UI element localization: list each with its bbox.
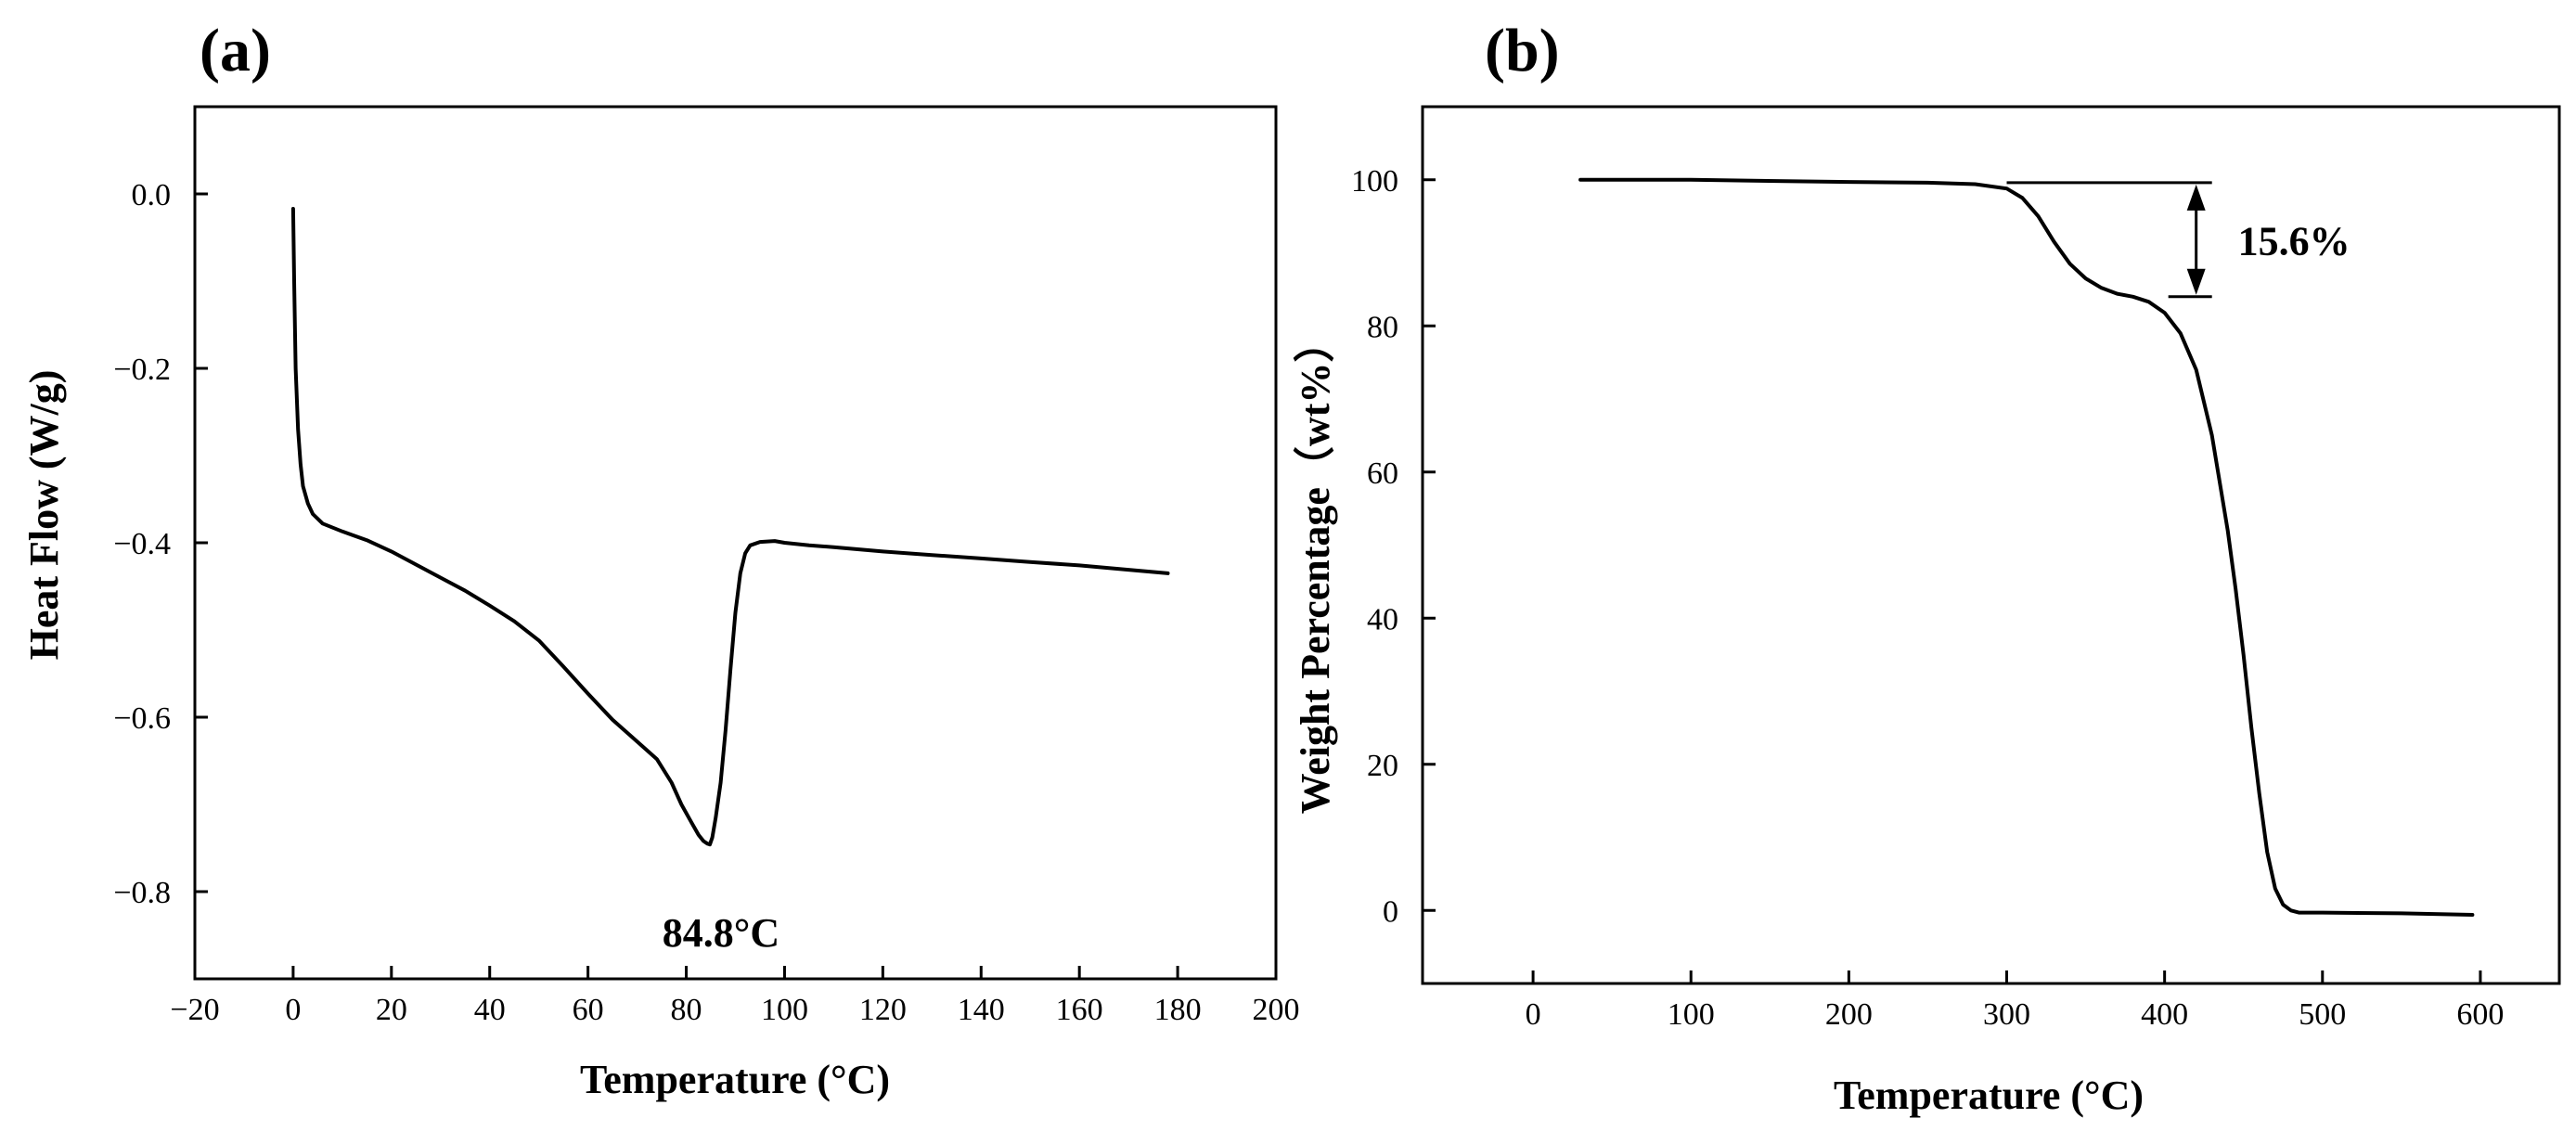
y-tick-label: 40: [1367, 602, 1398, 636]
x-tick-label: 200: [1825, 997, 1873, 1032]
x-tick-label: −20: [170, 993, 219, 1027]
panel-b-tga-curve: [1578, 177, 2475, 917]
panel-a: (a) −20 0 20 40 60 80 100 120 140 160 180 200 0.0 −0…: [21, 17, 1300, 1102]
y-tick-label: 0: [1383, 894, 1398, 929]
x-tick-label: 500: [2299, 997, 2346, 1032]
panel-b-label: (b): [1485, 17, 1560, 84]
x-tick-label: 140: [958, 993, 1005, 1027]
x-tick-label: 100: [761, 993, 808, 1027]
weight-loss-label: 15.6%: [2238, 218, 2351, 263]
panel-a-label: (a): [200, 17, 271, 84]
y-tick-label: 100: [1351, 164, 1398, 199]
x-tick-label: 160: [1056, 993, 1103, 1027]
x-tick-label: 400: [2141, 997, 2188, 1032]
y-tick-label: 80: [1367, 310, 1398, 344]
x-tick-label: 120: [859, 993, 907, 1027]
panel-b-x-ticks: 0 100 200 300 400 500 600: [1526, 970, 2504, 1032]
panel-b-y-axis-title: Weight Percentage（wt%）: [1293, 322, 1338, 815]
x-tick-label: 300: [1983, 997, 2030, 1032]
panel-a-y-ticks: 0.0 −0.2 −0.4 −0.6 −0.8: [113, 178, 208, 910]
y-tick-label: 0.0: [132, 178, 172, 212]
panel-a-x-axis-title: Temperature (°C): [580, 1057, 890, 1102]
y-tick-label: −0.8: [113, 876, 171, 910]
x-tick-label: 600: [2456, 997, 2504, 1032]
panel-a-plot-frame: [193, 105, 1278, 981]
x-tick-label: 40: [474, 993, 506, 1027]
y-tick-label: 60: [1367, 456, 1398, 491]
x-tick-label: 0: [1526, 997, 1541, 1032]
y-tick-label: 20: [1367, 749, 1398, 783]
panel-a-y-axis-title: Heat Flow (W/g): [21, 370, 67, 661]
panel-a-x-ticks: −20 0 20 40 60 80 100 120 140 160 180 200: [170, 966, 1300, 1027]
x-tick-label: 0: [285, 993, 301, 1027]
arrowhead-down-icon: [2186, 268, 2206, 295]
y-tick-label: −0.2: [113, 353, 171, 387]
panel-b-y-ticks: 0 20 40 60 80 100: [1351, 164, 1436, 929]
arrowhead-up-icon: [2186, 184, 2206, 211]
y-tick-label: −0.6: [113, 701, 171, 736]
x-tick-label: 180: [1154, 993, 1202, 1027]
panel-b: (b) 0 100 200 300 400 500 600 0 20 40 60 80 100 15.…: [1293, 17, 2561, 1118]
y-tick-label: −0.4: [113, 527, 171, 561]
x-tick-label: 20: [376, 993, 407, 1027]
panel-a-dsc-curve: [290, 207, 1170, 847]
x-tick-label: 80: [671, 993, 702, 1027]
x-tick-label: 200: [1253, 993, 1300, 1027]
panel-a-peak-annotation: 84.8°C: [663, 910, 779, 956]
panel-b-x-axis-title: Temperature (°C): [1834, 1073, 2144, 1118]
panel-b-weight-loss-annotation: 15.6%: [2006, 181, 2351, 299]
panel-b-plot-frame: [1421, 105, 2561, 985]
x-tick-label: 60: [573, 993, 604, 1027]
x-tick-label: 100: [1668, 997, 1715, 1032]
